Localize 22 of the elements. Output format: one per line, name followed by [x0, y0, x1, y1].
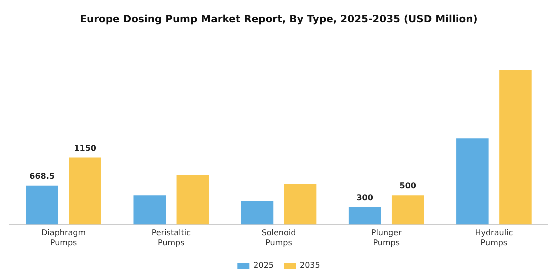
bar	[241, 201, 274, 225]
data-label: 668.5	[30, 172, 56, 181]
x-tick-label: Solenoid Pumps	[262, 228, 296, 248]
legend-label: 2025	[254, 261, 274, 270]
x-tick-label: Diaphragm Pumps	[42, 228, 86, 248]
data-label: 300	[356, 193, 374, 202]
bar	[392, 196, 424, 225]
x-tick-label: Peristaltic Pumps	[152, 228, 191, 248]
bar	[456, 138, 489, 225]
bar	[348, 207, 382, 225]
bar	[284, 184, 317, 225]
legend-label: 2035	[300, 261, 320, 270]
bar	[69, 158, 102, 225]
chart-title: Europe Dosing Pump Market Report, By Type, 2025-2035 (USD Million)	[80, 14, 478, 26]
data-label: 1150	[74, 144, 97, 153]
bar	[176, 175, 210, 225]
data-label: 500	[400, 182, 417, 191]
x-tick-label: Hydraulic Pumps	[475, 228, 514, 248]
x-tick-label: Plunger Pumps	[371, 228, 403, 248]
bar	[26, 186, 58, 225]
bar	[134, 196, 166, 225]
bar	[500, 70, 532, 225]
